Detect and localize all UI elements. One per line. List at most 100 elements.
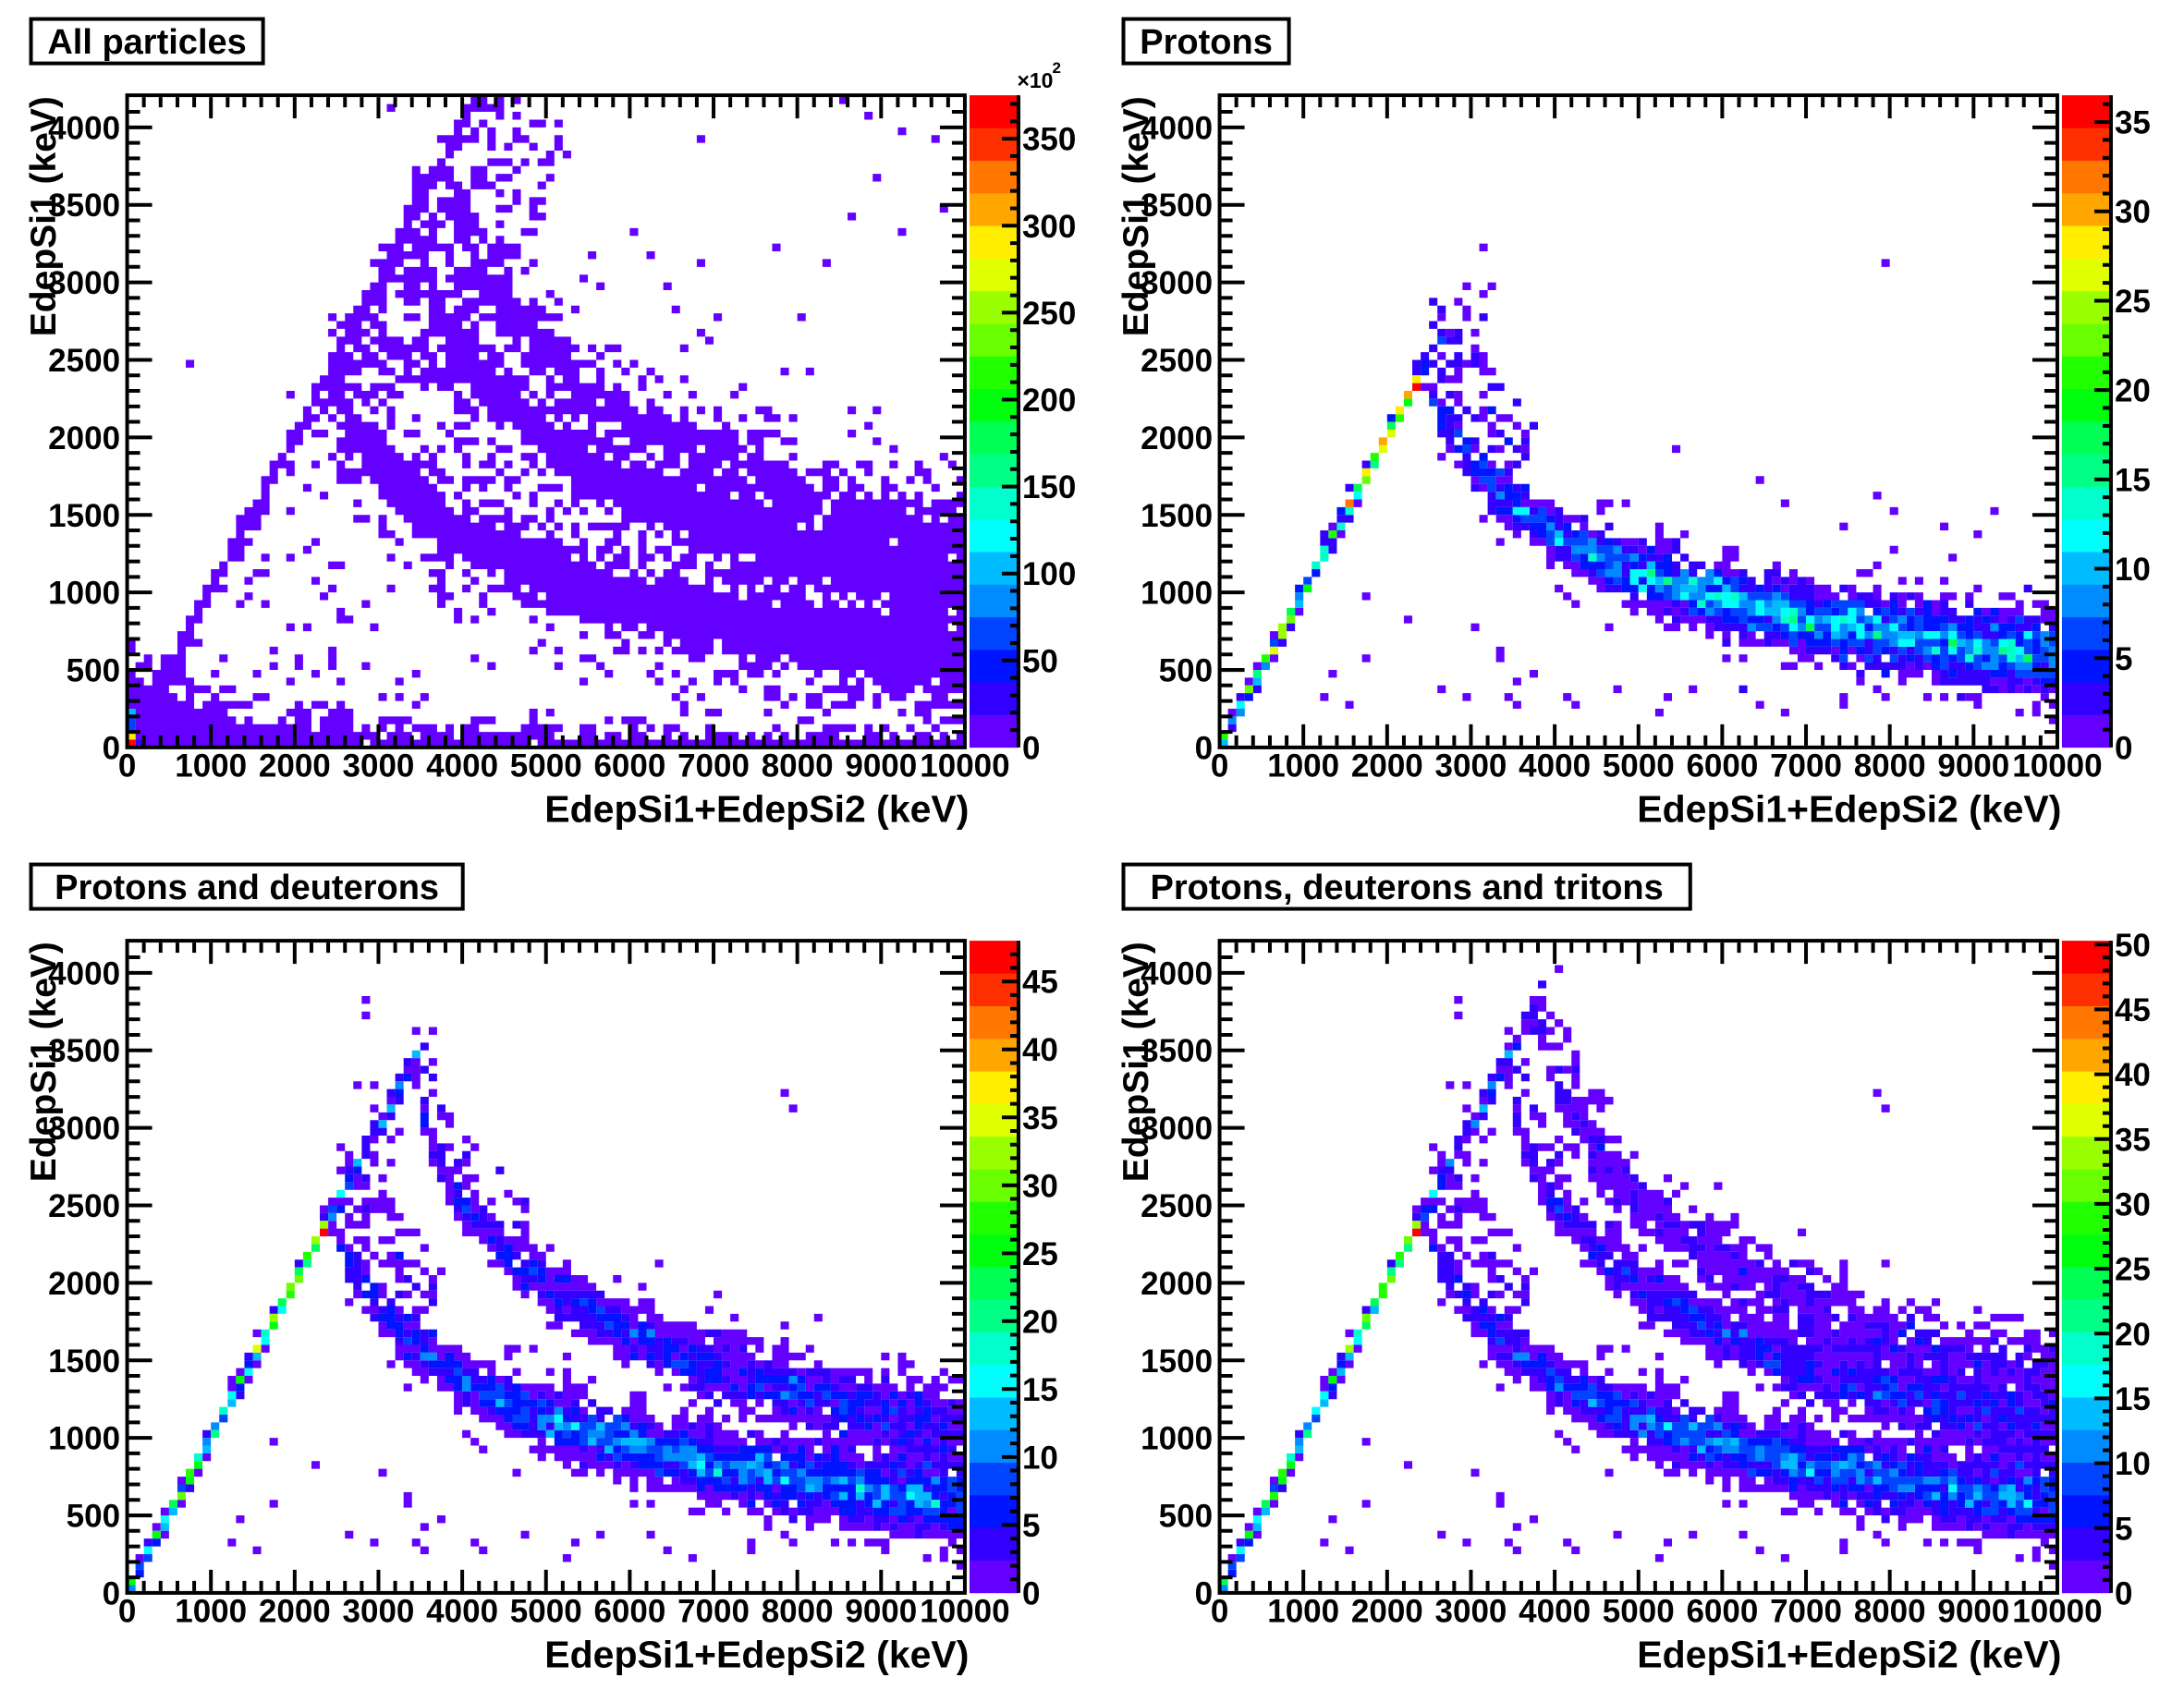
svg-text:3000: 3000: [343, 1593, 415, 1629]
svg-text:10: 10: [2114, 1446, 2150, 1482]
svg-text:1500: 1500: [48, 498, 120, 534]
svg-text:0: 0: [118, 1593, 136, 1629]
svg-text:500: 500: [1158, 1498, 1212, 1534]
svg-text:3000: 3000: [48, 265, 120, 301]
svg-text:350: 350: [1022, 122, 1076, 158]
svg-text:0: 0: [2114, 1575, 2131, 1611]
svg-text:All particles: All particles: [47, 23, 246, 62]
svg-text:3500: 3500: [48, 188, 120, 224]
svg-text:8000: 8000: [762, 748, 834, 784]
svg-text:8000: 8000: [762, 1593, 834, 1629]
svg-text:2000: 2000: [48, 420, 120, 456]
svg-text:6000: 6000: [1686, 748, 1758, 784]
svg-text:50: 50: [2114, 927, 2150, 963]
svg-text:4000: 4000: [1141, 955, 1213, 991]
svg-text:300: 300: [1022, 209, 1076, 245]
svg-text:5000: 5000: [1602, 1593, 1674, 1629]
svg-text:5000: 5000: [510, 748, 582, 784]
svg-text:35: 35: [2114, 105, 2150, 141]
svg-text:3000: 3000: [1141, 1111, 1213, 1147]
svg-text:3500: 3500: [1141, 188, 1213, 224]
svg-text:1000: 1000: [175, 748, 247, 784]
svg-text:5000: 5000: [510, 1593, 582, 1629]
svg-text:2000: 2000: [259, 748, 331, 784]
svg-text:3000: 3000: [1434, 1593, 1507, 1629]
svg-text:2000: 2000: [1350, 748, 1422, 784]
svg-text:25: 25: [1022, 1235, 1058, 1271]
svg-text:4000: 4000: [426, 748, 498, 784]
svg-text:7000: 7000: [1770, 1593, 1842, 1629]
svg-text:1000: 1000: [1267, 1593, 1339, 1629]
svg-text:25: 25: [2114, 1251, 2150, 1287]
svg-text:20: 20: [2114, 373, 2150, 409]
svg-text:2500: 2500: [1141, 1188, 1213, 1224]
svg-text:1000: 1000: [48, 576, 120, 612]
svg-text:0: 0: [1022, 1575, 1040, 1611]
svg-text:Protons, deuterons and tritons: Protons, deuterons and tritons: [1150, 869, 1663, 907]
svg-text:2000: 2000: [48, 1265, 120, 1301]
svg-text:30: 30: [2114, 1186, 2150, 1222]
svg-text:30: 30: [2114, 194, 2150, 230]
svg-text:9000: 9000: [1937, 1593, 2009, 1629]
svg-text:5000: 5000: [1602, 748, 1674, 784]
svg-text:10000: 10000: [2012, 1593, 2102, 1629]
svg-text:0: 0: [118, 748, 136, 784]
svg-text:9000: 9000: [845, 748, 917, 784]
svg-text:20: 20: [2114, 1316, 2150, 1352]
svg-text:2: 2: [1052, 59, 1060, 77]
svg-text:500: 500: [67, 653, 120, 689]
svg-text:0: 0: [103, 730, 120, 766]
svg-text:500: 500: [67, 1498, 120, 1534]
svg-text:8000: 8000: [1853, 1593, 1925, 1629]
svg-text:5: 5: [2114, 641, 2131, 677]
svg-text:2000: 2000: [1350, 1593, 1422, 1629]
svg-text:0: 0: [1194, 730, 1212, 766]
svg-text:6000: 6000: [593, 748, 665, 784]
svg-text:Protons: Protons: [1140, 23, 1273, 62]
svg-text:0: 0: [103, 1575, 120, 1611]
svg-text:1500: 1500: [1141, 1343, 1213, 1379]
svg-text:×10: ×10: [1017, 68, 1053, 92]
svg-text:9000: 9000: [1937, 748, 2009, 784]
svg-text:EdepSi1 (keV): EdepSi1 (keV): [1116, 96, 1156, 336]
svg-text:3000: 3000: [48, 1111, 120, 1147]
svg-text:100: 100: [1022, 556, 1076, 592]
svg-text:3000: 3000: [1434, 748, 1507, 784]
svg-text:40: 40: [2114, 1057, 2150, 1093]
svg-text:7000: 7000: [677, 748, 750, 784]
svg-text:4000: 4000: [426, 1593, 498, 1629]
svg-text:6000: 6000: [593, 1593, 665, 1629]
svg-text:4000: 4000: [1519, 748, 1591, 784]
svg-text:EdepSi1 (keV): EdepSi1 (keV): [24, 942, 64, 1182]
svg-text:500: 500: [1158, 653, 1212, 689]
svg-text:35: 35: [2114, 1122, 2150, 1158]
svg-text:4000: 4000: [1141, 110, 1213, 146]
svg-text:7000: 7000: [677, 1593, 750, 1629]
svg-text:0: 0: [1022, 730, 1040, 766]
svg-text:200: 200: [1022, 383, 1076, 419]
svg-text:10000: 10000: [2012, 748, 2102, 784]
svg-text:15: 15: [2114, 1380, 2150, 1416]
svg-text:45: 45: [2114, 991, 2150, 1027]
svg-text:150: 150: [1022, 469, 1076, 505]
svg-text:2500: 2500: [48, 1188, 120, 1224]
svg-text:1000: 1000: [48, 1420, 120, 1456]
svg-text:Protons and deuterons: Protons and deuterons: [55, 869, 439, 907]
svg-text:9000: 9000: [845, 1593, 917, 1629]
svg-text:0: 0: [1210, 1593, 1227, 1629]
svg-text:EdepSi1+EdepSi2 (keV): EdepSi1+EdepSi2 (keV): [1637, 1633, 2061, 1675]
svg-text:EdepSi1 (keV): EdepSi1 (keV): [24, 96, 64, 336]
svg-text:50: 50: [1022, 643, 1058, 679]
svg-text:EdepSi1+EdepSi2 (keV): EdepSi1+EdepSi2 (keV): [544, 1633, 969, 1675]
svg-text:1000: 1000: [1267, 748, 1339, 784]
svg-text:1000: 1000: [1141, 1420, 1213, 1456]
svg-text:1000: 1000: [1141, 576, 1213, 612]
svg-text:0: 0: [1210, 748, 1227, 784]
svg-text:6000: 6000: [1686, 1593, 1758, 1629]
svg-text:3500: 3500: [1141, 1033, 1213, 1069]
svg-text:EdepSi1 (keV): EdepSi1 (keV): [1116, 942, 1156, 1182]
svg-text:2000: 2000: [259, 1593, 331, 1629]
svg-text:25: 25: [2114, 284, 2150, 320]
svg-text:8000: 8000: [1853, 748, 1925, 784]
svg-text:40: 40: [1022, 1032, 1058, 1068]
